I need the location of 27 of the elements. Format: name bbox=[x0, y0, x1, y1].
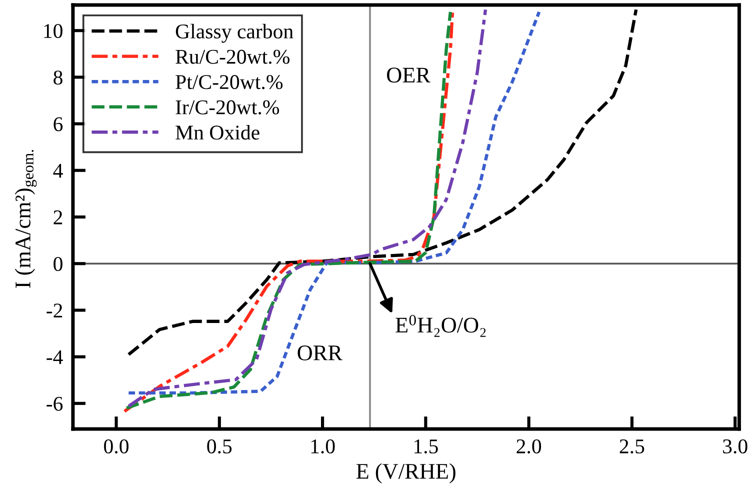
y-tick-label: 2 bbox=[54, 210, 62, 224]
legend-label: Mn Oxide bbox=[176, 124, 260, 140]
y-axis-title: I (mA/cm²)$_{geom.}$ bbox=[14, 150, 37, 288]
annotation: OER bbox=[387, 68, 430, 83]
x-tick-label: 3.0 bbox=[723, 439, 748, 454]
y-tick-label: -6 bbox=[46, 396, 63, 411]
y-tick-label: 0 bbox=[54, 256, 62, 272]
y-tick-label: 10 bbox=[44, 24, 62, 38]
x-tick-label: 1.0 bbox=[311, 439, 335, 454]
y-tick-label: 6 bbox=[54, 117, 63, 132]
line-series bbox=[127, 10, 541, 395]
x-axis-title: E (V/RHE) bbox=[356, 463, 456, 484]
y-tick-label: -4 bbox=[46, 350, 63, 364]
y-tick-label: -2 bbox=[46, 304, 62, 318]
x-tick-label: 1.5 bbox=[414, 439, 438, 454]
y-tick-label: 4 bbox=[53, 164, 63, 178]
x-tick-label: 2.5 bbox=[620, 439, 644, 454]
y-tick-label: 8 bbox=[54, 70, 62, 85]
legend-label: Ir/C-20wt.% bbox=[176, 100, 280, 114]
x-tick-label: 0.0 bbox=[104, 439, 128, 454]
x-tick-label: 2.0 bbox=[516, 439, 542, 454]
x-tick-label: 0.5 bbox=[207, 439, 232, 454]
annotation: ORR bbox=[298, 345, 342, 360]
legend-label: Pt/C-20wt.% bbox=[176, 75, 283, 90]
legend-label: Ru/C-20wt.% bbox=[176, 50, 290, 64]
legend-label: Glassy carbon bbox=[176, 24, 294, 43]
annotation: E$^{0}$H₂O/O₂ bbox=[396, 314, 486, 337]
